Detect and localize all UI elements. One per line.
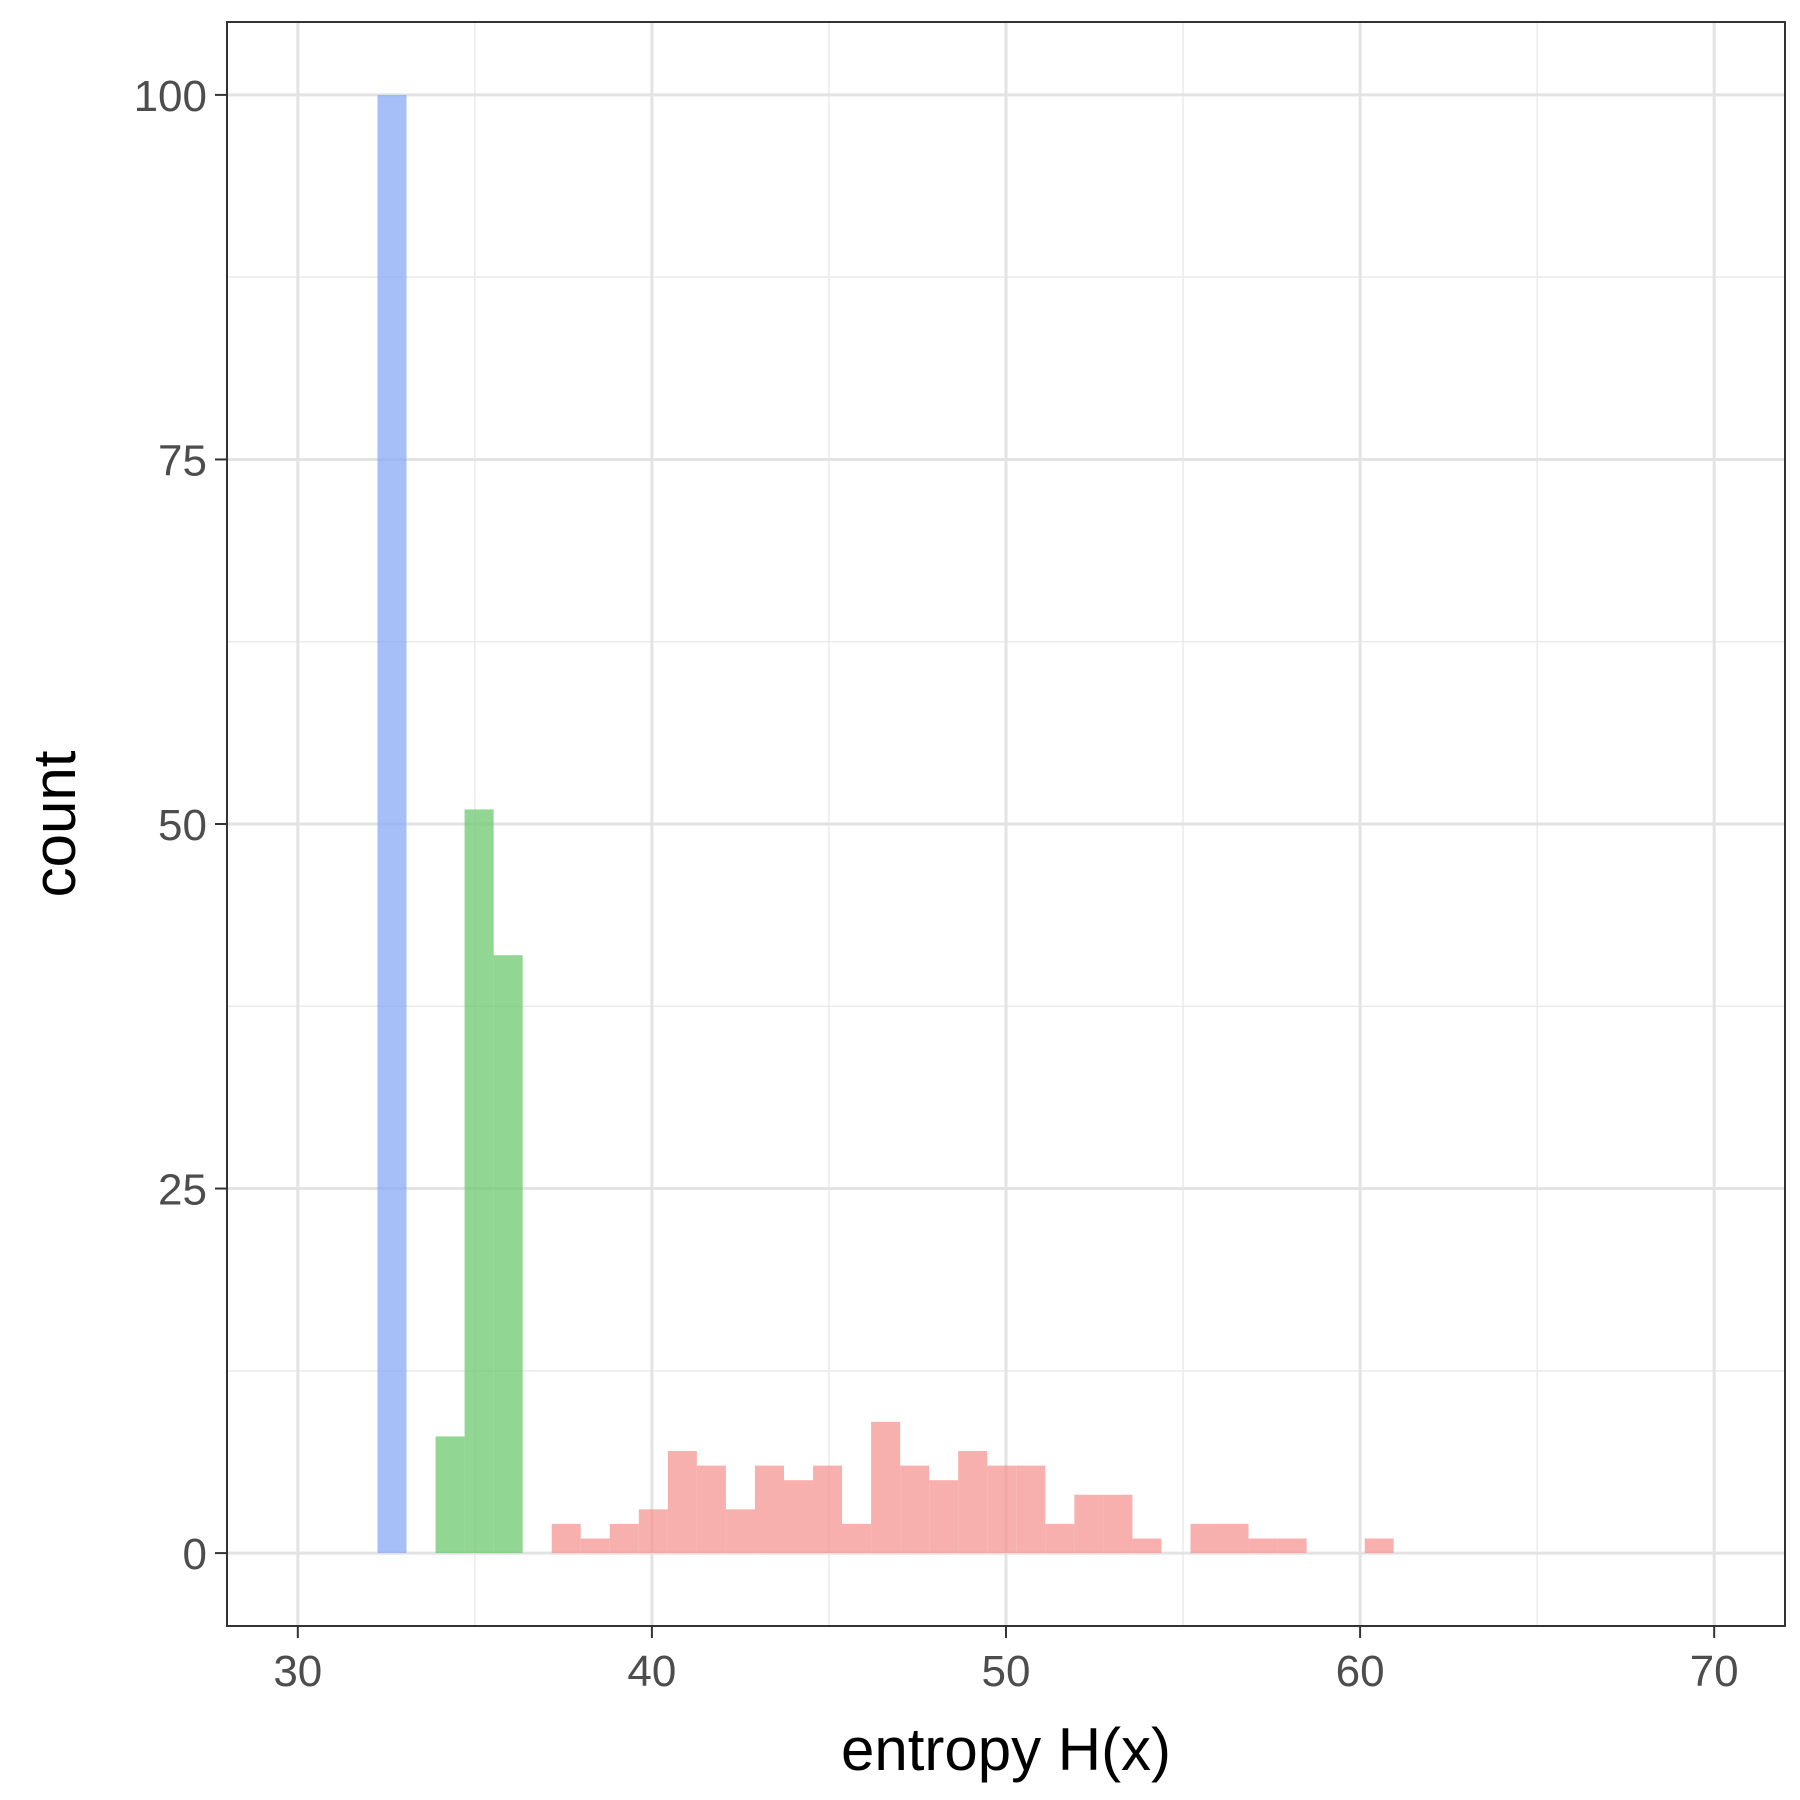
histogram-bar [958,1451,988,1554]
y-tick-label: 75 [158,436,207,485]
histogram-bar [435,1436,465,1554]
histogram-bar [667,1451,697,1554]
histogram-bar [377,94,407,1554]
x-axis-ticks: 30 40 50 60 70 [273,1626,1739,1696]
x-axis-title: entropy H(x) [841,1716,1171,1783]
histogram-bar [1277,1538,1307,1554]
histogram-bar [725,1509,755,1554]
histogram-bar [580,1538,610,1554]
histogram-bar [754,1465,784,1554]
y-tick-label: 100 [134,72,207,121]
histogram-bar [1103,1494,1133,1554]
y-tick-label: 0 [183,1530,207,1579]
y-axis-ticks: 0 25 50 75 100 [134,72,227,1579]
histogram-bar [1190,1523,1220,1554]
histogram-bar [987,1465,1017,1554]
histogram-bar [638,1509,668,1554]
y-tick-label: 25 [158,1166,207,1215]
histogram-bar [1364,1538,1394,1554]
histogram-bar [871,1421,901,1554]
histogram-bar [1132,1538,1162,1554]
histogram-bar [842,1523,872,1554]
histogram-bar [929,1480,959,1554]
histogram-bar [900,1465,930,1554]
histogram-bar [609,1523,639,1554]
histogram-bar [1045,1523,1075,1554]
histogram-bar [783,1480,814,1554]
x-tick-label: 40 [627,1647,676,1696]
histogram-bar [1219,1523,1249,1554]
histogram-bars [377,94,1394,1554]
x-tick-label: 30 [273,1647,322,1696]
y-axis-title: count [21,750,88,897]
histogram-bar [1074,1494,1104,1554]
x-tick-label: 60 [1336,1647,1385,1696]
histogram-bar [464,809,494,1554]
y-tick-label: 50 [158,801,207,850]
x-tick-label: 70 [1690,1647,1739,1696]
histogram-bar [1248,1538,1278,1554]
histogram-bar [696,1465,726,1554]
histogram-bar [1016,1465,1046,1554]
histogram-bar [551,1523,581,1554]
histogram-bar [813,1465,843,1554]
x-tick-label: 50 [982,1647,1031,1696]
histogram-bar [493,955,523,1554]
